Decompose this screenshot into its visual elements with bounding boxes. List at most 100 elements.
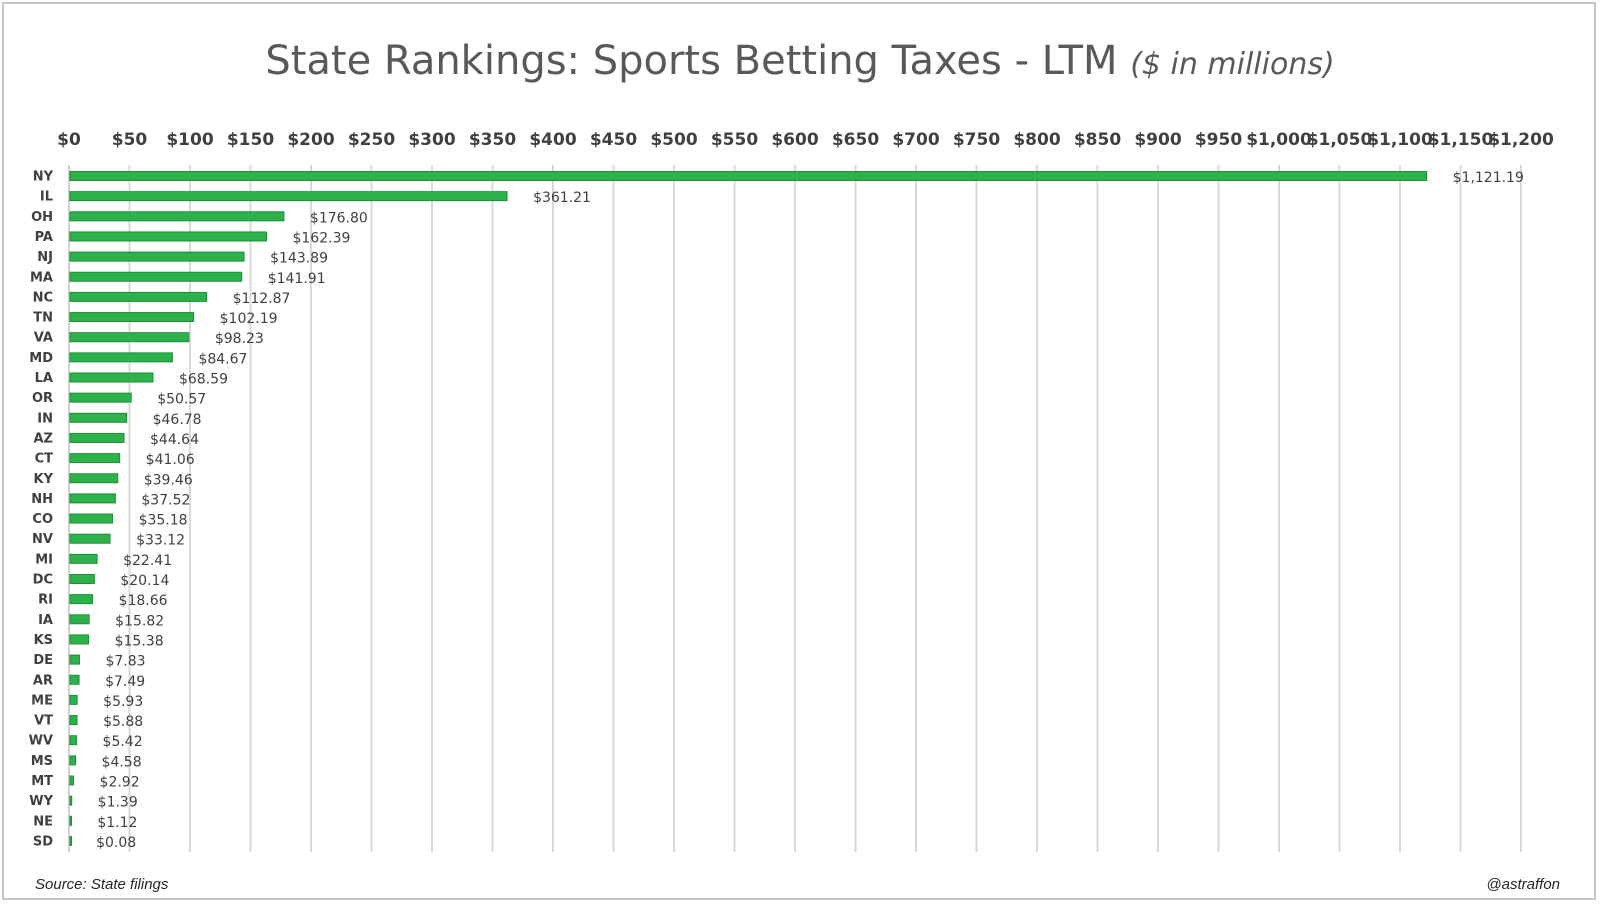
category-label: IA [38, 613, 53, 628]
category-label: VA [34, 331, 53, 346]
data-label: $143.89 [270, 251, 328, 267]
x-tick-label: $850 [1074, 130, 1121, 150]
chart-subtitle: ($ in millions) [1130, 47, 1335, 82]
bar [69, 614, 90, 625]
data-label: $68.59 [179, 372, 228, 388]
category-label: NH [31, 492, 53, 507]
category-label: CO [32, 512, 53, 527]
bar [69, 211, 285, 222]
category-label: AZ [34, 431, 54, 446]
x-tick-label: $0 [57, 130, 81, 150]
data-label: $361.21 [533, 190, 591, 206]
data-label: $37.52 [141, 492, 190, 508]
category-label: SD [33, 834, 53, 849]
bar [69, 231, 267, 242]
data-label: $46.78 [153, 412, 202, 428]
category-label: RI [38, 593, 53, 608]
category-label: MT [31, 774, 53, 789]
category-label: NV [32, 532, 53, 547]
x-tick-label: $900 [1134, 130, 1181, 150]
category-label: MI [35, 552, 53, 567]
x-tick-label: $450 [590, 130, 637, 150]
category-label: OR [32, 391, 53, 406]
data-label: $112.87 [233, 291, 291, 307]
x-tick-label: $1,150 [1428, 130, 1494, 150]
data-label: $5.88 [103, 714, 143, 730]
category-label: IL [40, 190, 53, 205]
bar [69, 251, 245, 262]
bar [69, 493, 116, 504]
category-label: IN [37, 411, 53, 426]
bar [69, 815, 72, 826]
category-label: MA [30, 270, 53, 285]
category-label: NC [33, 290, 53, 305]
bar [69, 291, 208, 302]
data-label: $2.92 [100, 775, 140, 791]
source-note: Source: State filings [35, 876, 169, 893]
data-label: $7.83 [105, 654, 145, 670]
data-label: $1.12 [97, 815, 137, 831]
data-label: $44.64 [150, 432, 199, 448]
data-label: $162.39 [292, 230, 350, 246]
category-label: LA [35, 371, 53, 386]
data-label: $5.42 [103, 734, 143, 750]
x-tick-label: $250 [348, 130, 395, 150]
category-label: CT [35, 452, 54, 467]
category-label: WV [29, 734, 53, 749]
bar [69, 755, 77, 766]
category-label: DC [33, 573, 53, 588]
bar [69, 835, 72, 846]
bar [69, 392, 132, 403]
x-tick-label: $650 [832, 130, 879, 150]
bar [69, 513, 114, 524]
data-label: $102.19 [220, 311, 278, 327]
bar [69, 372, 154, 383]
data-label: $84.67 [198, 351, 247, 367]
bar [69, 533, 111, 544]
data-label: $18.66 [119, 593, 168, 609]
bar [69, 735, 78, 746]
category-label: ME [31, 693, 53, 708]
bar [69, 594, 94, 605]
bar [69, 473, 119, 484]
category-label: OH [31, 210, 53, 225]
bar [69, 171, 1428, 181]
x-tick-label: $300 [408, 130, 455, 150]
x-tick-label: $350 [469, 130, 516, 150]
bar [69, 412, 128, 423]
data-label: $15.38 [115, 633, 164, 649]
category-label: NY [33, 170, 54, 185]
bar [69, 795, 73, 806]
bar [69, 634, 90, 645]
category-label: VT [34, 714, 53, 729]
x-tick-label: $750 [953, 130, 1000, 150]
data-label: $35.18 [139, 513, 188, 529]
data-label: $39.46 [144, 472, 193, 488]
bar [69, 654, 80, 665]
data-label: $15.82 [115, 613, 164, 629]
chart-title-main: State Rankings: Sports Betting Taxes - L… [265, 38, 1118, 84]
data-label: $33.12 [136, 533, 185, 549]
bar [69, 715, 78, 726]
x-tick-label: $100 [166, 130, 213, 150]
data-label: $20.14 [120, 573, 169, 589]
x-tick-label: $800 [1013, 130, 1060, 150]
credit-note: @astraffon [1486, 876, 1560, 893]
x-tick-label: $500 [650, 130, 697, 150]
category-label: NE [33, 814, 53, 829]
category-label: KS [34, 633, 53, 648]
category-label: NJ [37, 250, 53, 265]
data-label: $1,121.19 [1453, 170, 1524, 186]
category-label: DE [33, 653, 53, 668]
data-label: $41.06 [146, 452, 195, 468]
x-tick-label: $950 [1195, 130, 1242, 150]
bar [69, 432, 125, 443]
x-tick-label: $700 [892, 130, 939, 150]
category-label: PA [35, 230, 53, 245]
data-label: $0.08 [96, 835, 136, 851]
data-label: $7.49 [105, 674, 145, 690]
bar [69, 553, 98, 564]
category-label: MS [31, 754, 53, 769]
